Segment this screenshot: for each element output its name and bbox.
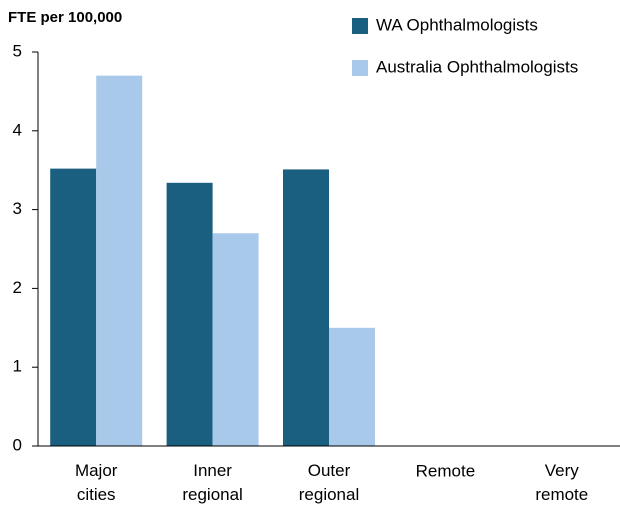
y-tick-label: 4 — [13, 120, 22, 139]
bar — [96, 75, 143, 446]
x-tick-label-line: Inner — [193, 461, 232, 480]
y-tick-label: 5 — [13, 41, 22, 60]
y-tick-label: 0 — [13, 435, 22, 454]
bar — [329, 327, 375, 446]
x-tick-label-line: Very — [545, 461, 580, 480]
x-tick-label-line: Major — [75, 461, 118, 480]
bar — [166, 182, 213, 447]
y-axis-label: FTE per 100,000 — [8, 9, 122, 26]
legend-swatch — [352, 18, 368, 34]
legend-label: Australia Ophthalmologists — [376, 57, 578, 76]
bar — [283, 169, 329, 447]
x-tick-label-line: remote — [535, 485, 588, 504]
legend-label: WA Ophthalmologists — [376, 15, 538, 34]
x-tick-label-line: Outer — [308, 461, 351, 480]
x-tick-label-line: cities — [77, 485, 116, 504]
x-tick-label-line: regional — [182, 485, 243, 504]
bar — [50, 168, 97, 446]
x-tick-label-line: regional — [299, 485, 360, 504]
y-tick-label: 1 — [13, 357, 22, 376]
x-tick-label: Inner regional — [182, 461, 243, 504]
x-tick-label: Outer regional — [299, 461, 360, 504]
bar — [212, 233, 259, 446]
x-tick-label: Remote — [416, 461, 476, 480]
x-tick-label: Major cities — [75, 461, 118, 504]
y-tick-label: 2 — [13, 278, 22, 297]
x-tick-label: Very remote — [535, 461, 588, 504]
y-tick-label: 3 — [13, 199, 22, 218]
legend-swatch — [352, 60, 368, 76]
